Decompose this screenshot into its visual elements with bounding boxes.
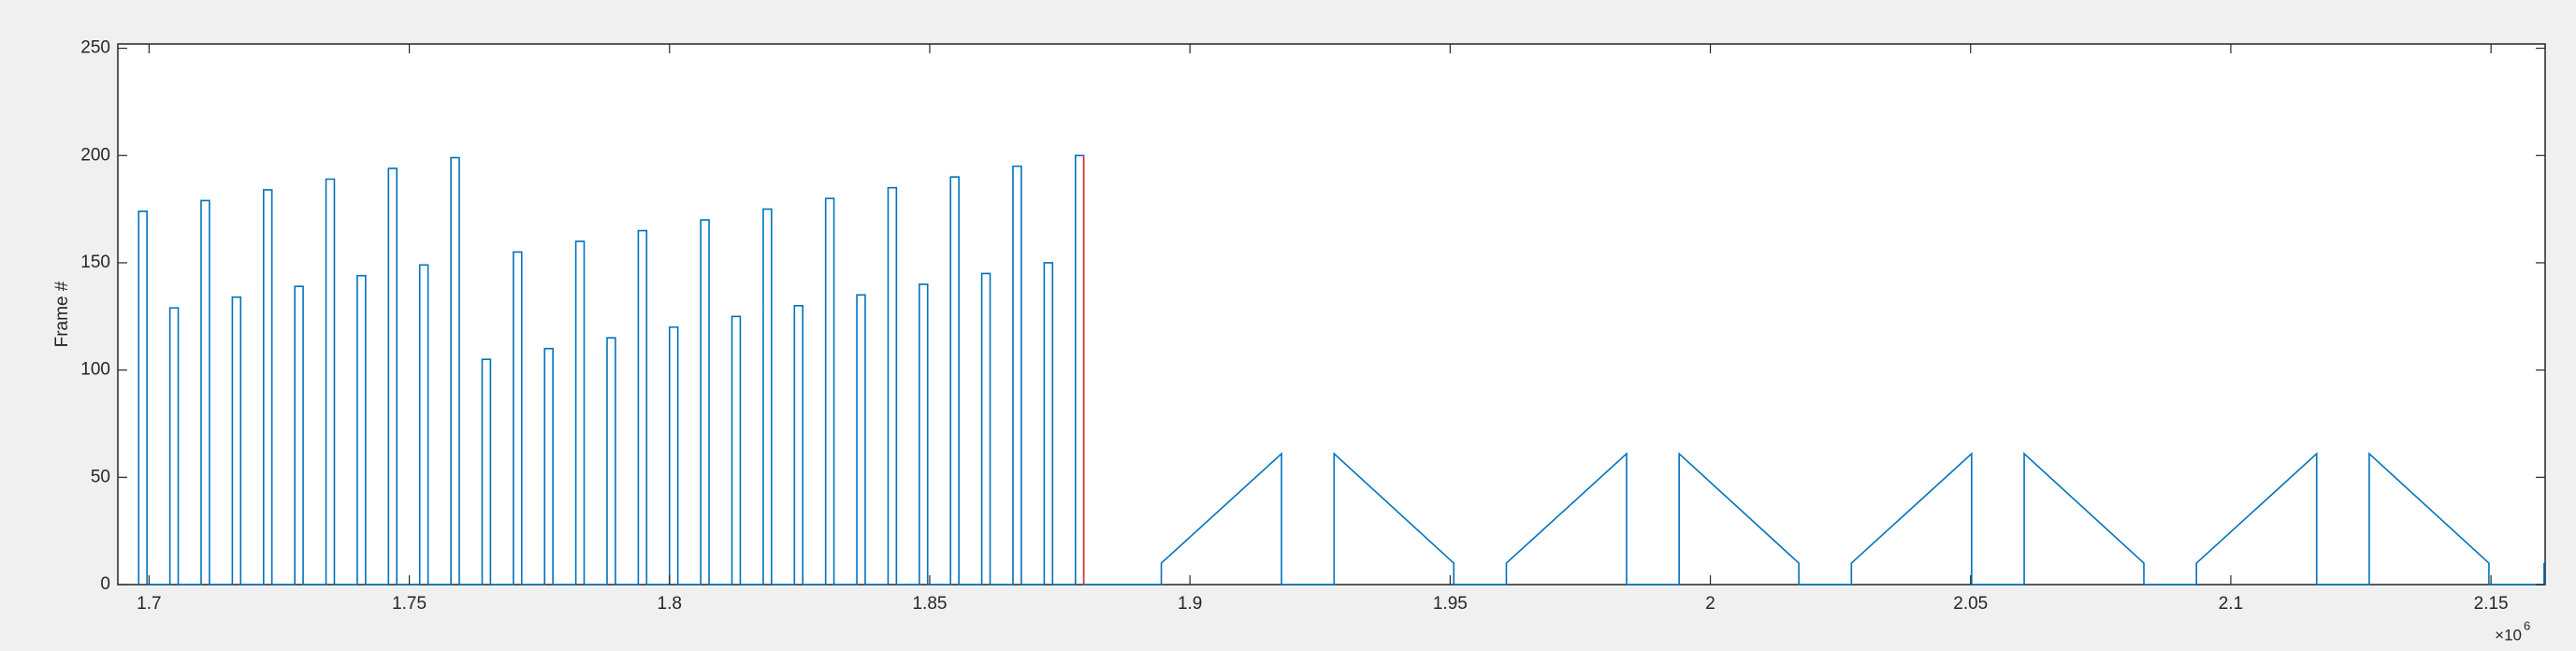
- y-tick-label: 50: [91, 467, 110, 486]
- x-tick-label: 2.05: [1953, 594, 1988, 614]
- x-tick-label: 1.95: [1433, 594, 1468, 614]
- y-axis-label: Frame #: [52, 281, 72, 347]
- y-tick-label: 150: [80, 253, 110, 272]
- y-tick-label: 0: [100, 574, 110, 594]
- y-tick-label: 100: [80, 360, 110, 380]
- x-tick-label: 2.1: [2219, 594, 2243, 614]
- x-tick-label: 1.85: [912, 594, 947, 614]
- x-tick-label: 1.8: [658, 594, 682, 614]
- x-tick-label: 2.15: [2474, 594, 2509, 614]
- x-multiplier: ×10: [2495, 626, 2522, 644]
- y-tick-label: 200: [80, 145, 110, 165]
- y-tick-label: 250: [80, 38, 110, 58]
- x-multiplier-exponent: 6: [2524, 618, 2530, 632]
- x-tick-label: 1.9: [1178, 594, 1202, 614]
- x-tick-label: 2: [1705, 594, 1715, 614]
- data-line: [137, 154, 2545, 586]
- x-tick-label: 1.7: [137, 594, 161, 614]
- x-tick-label: 1.75: [392, 594, 427, 614]
